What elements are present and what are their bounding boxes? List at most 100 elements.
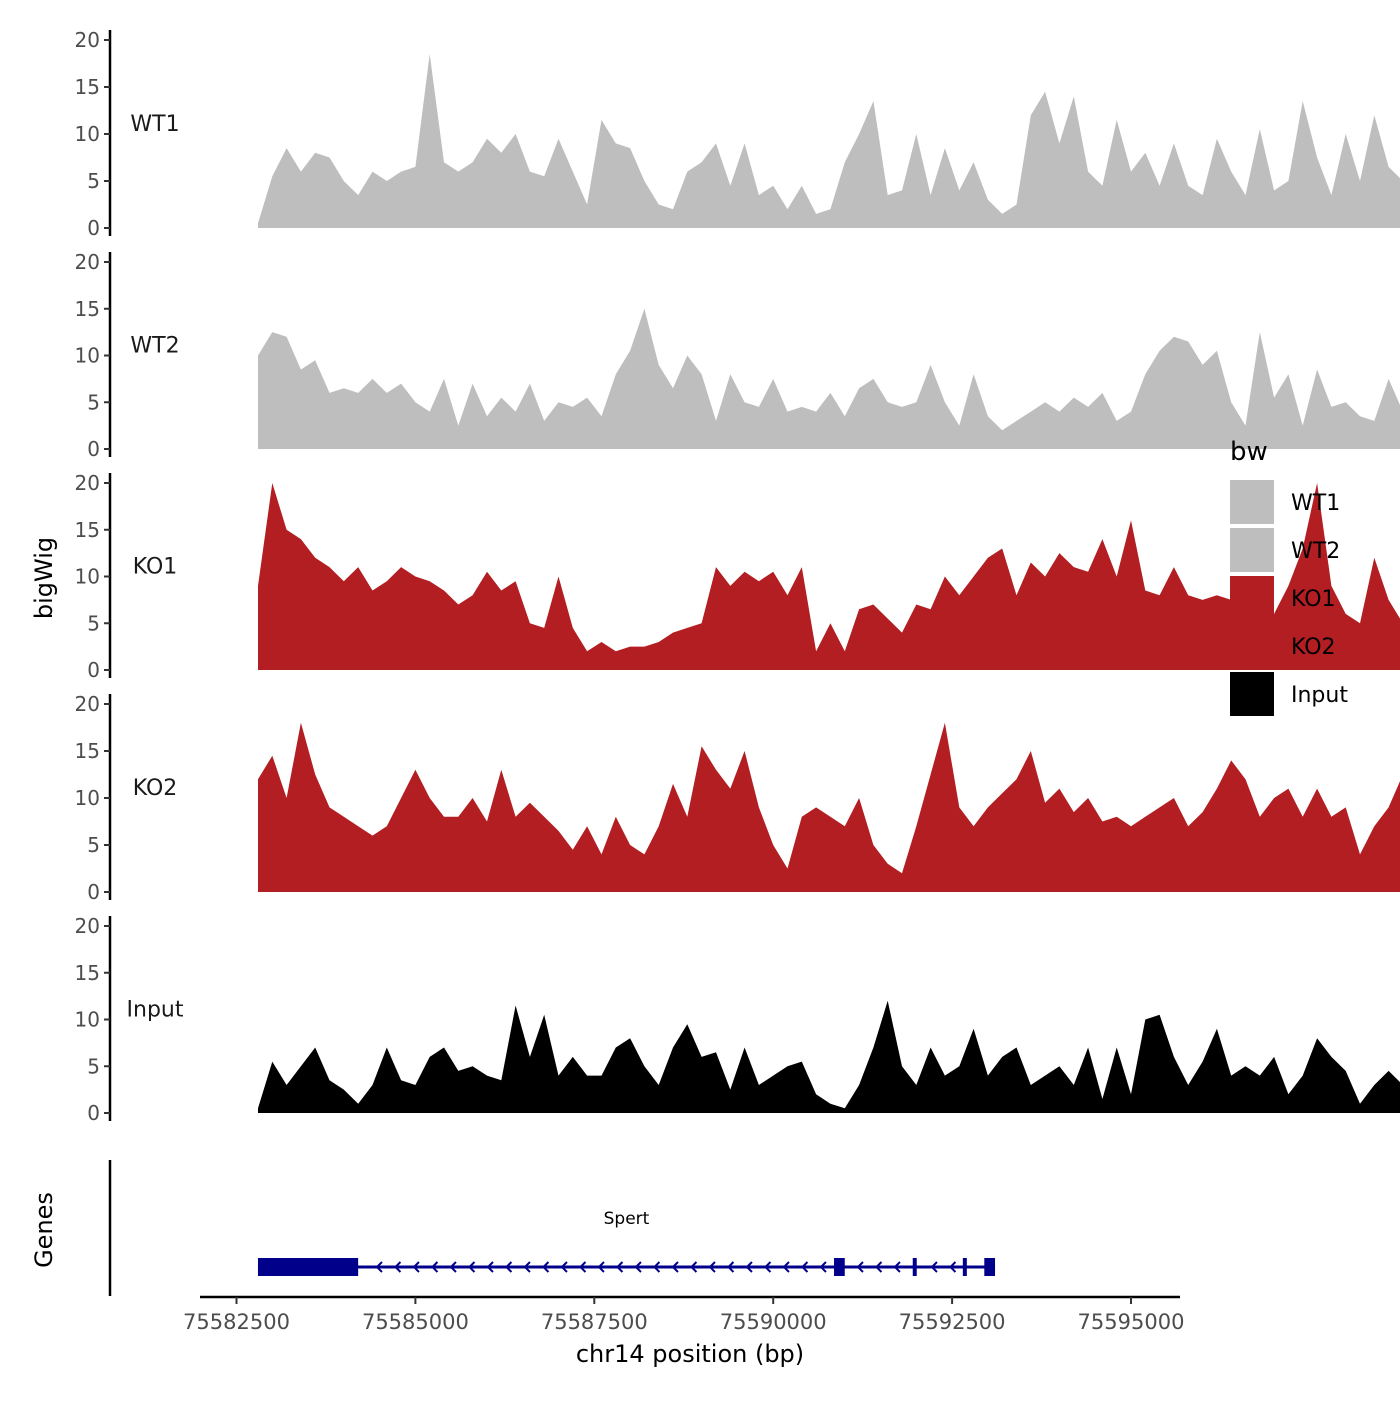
strand-arrow [394, 1261, 402, 1273]
legend-key-input [1230, 672, 1274, 716]
strand-arrow [468, 1261, 476, 1273]
x-tick-label: 75585000 [362, 1310, 469, 1334]
strand-arrow [579, 1261, 587, 1273]
y-tick-label: 5 [87, 611, 100, 635]
series-area-wt1 [258, 54, 1400, 228]
y-tick-label: 0 [87, 437, 100, 461]
track-ko2: 0 5 10 15 20 KO2 [75, 692, 1400, 904]
track-ko1: 0 5 10 15 20 KO1 [75, 471, 1400, 682]
strand-arrow [782, 1261, 790, 1273]
strand-arrow [523, 1261, 531, 1273]
y-tick-label: 20 [75, 471, 100, 495]
strand-arrow [690, 1261, 698, 1273]
legend-label: KO1 [1291, 587, 1336, 612]
legend-key-wt2 [1230, 528, 1274, 572]
strand-arrow [708, 1261, 716, 1273]
gene-exon [984, 1258, 996, 1276]
gene-exon [962, 1258, 967, 1276]
strand-arrow [486, 1261, 494, 1273]
strand-arrow [634, 1261, 642, 1273]
y-tick-label: 0 [87, 658, 100, 682]
y-tick-label: 20 [75, 914, 100, 938]
strand-arrow [449, 1261, 457, 1273]
y-tick-label: 15 [75, 75, 100, 99]
x-tick-label: 75595000 [1078, 1310, 1185, 1334]
strand-arrow [375, 1261, 383, 1273]
track-label: WT1 [130, 112, 179, 137]
track-wt2: 0 5 10 15 20 WT2 [75, 250, 1400, 461]
x-tick-label: 75582500 [183, 1310, 290, 1334]
y-tick-label: 10 [75, 344, 100, 368]
legend-label: Input [1291, 683, 1348, 708]
strand-arrow [819, 1261, 827, 1273]
strand-arrow [875, 1261, 883, 1273]
y-tick-label: 10 [75, 565, 100, 589]
strand-arrow [949, 1261, 957, 1273]
x-tick-label: 75587500 [541, 1310, 648, 1334]
track-label: KO2 [133, 776, 178, 801]
track-panels: 0 5 10 15 20 WT1 0 5 10 15 20 WT2 0 5 10 15 20 KO1 0 5 10 15 2… [75, 28, 1400, 1125]
legend-key-ko2 [1230, 624, 1274, 668]
series-area-ko1 [258, 483, 1400, 670]
genes-panel: Spert [108, 1160, 996, 1296]
gene-name-label: Spert [604, 1209, 650, 1229]
y-tick-label: 15 [75, 739, 100, 763]
y-tick-label: 0 [87, 1101, 100, 1125]
legend-title: bw [1230, 437, 1268, 467]
gene-spert: Spert [257, 1209, 996, 1276]
legend-label: KO2 [1291, 635, 1336, 660]
legend-key-wt1 [1230, 480, 1274, 524]
y-tick-label: 10 [75, 122, 100, 146]
strand-arrow [505, 1261, 513, 1273]
y-tick-label: 5 [87, 1054, 100, 1078]
y-tick-label: 5 [87, 833, 100, 857]
strand-arrow [764, 1261, 772, 1273]
strand-arrow [431, 1261, 439, 1273]
y-tick-label: 15 [75, 297, 100, 321]
track-label: Input [127, 998, 184, 1023]
strand-arrow [560, 1261, 568, 1273]
strand-arrow [801, 1261, 809, 1273]
strand-arrow [745, 1261, 753, 1273]
track-label: KO1 [133, 555, 178, 580]
legend-label: WT2 [1291, 539, 1340, 564]
y-axis-title: bigWig [30, 537, 58, 619]
y-tick-label: 0 [87, 880, 100, 904]
y-tick-label: 20 [75, 250, 100, 274]
legend-label: WT1 [1291, 491, 1340, 516]
y-tick-label: 15 [75, 518, 100, 542]
track-wt1: 0 5 10 15 20 WT1 [75, 28, 1400, 240]
y-tick-label: 10 [75, 786, 100, 810]
strand-arrow [930, 1261, 938, 1273]
strand-arrow [671, 1261, 679, 1273]
track-label: WT2 [130, 334, 179, 359]
series-area-input [258, 1000, 1400, 1113]
y-tick-label: 15 [75, 961, 100, 985]
x-axis-title: chr14 position (bp) [576, 1340, 804, 1368]
y-tick-label: 5 [87, 390, 100, 414]
track-input: 0 5 10 15 20 Input [75, 914, 1400, 1125]
y-tick-label: 10 [75, 1008, 100, 1032]
legend: bw WT1 WT2 KO1 KO2 Input [1230, 437, 1348, 716]
y-tick-label: 20 [75, 28, 100, 52]
strand-arrow [893, 1261, 901, 1273]
gene-exon [257, 1258, 359, 1276]
legend-key-ko1 [1230, 576, 1274, 620]
y-tick-label: 0 [87, 216, 100, 240]
series-area-wt2 [258, 308, 1400, 449]
y-tick-label: 5 [87, 169, 100, 193]
strand-arrow [597, 1261, 605, 1273]
x-axis: 75582500 75585000 75587500 75590000 75592500… [183, 1295, 1185, 1334]
strand-arrow [653, 1261, 661, 1273]
strand-arrow [856, 1261, 864, 1273]
series-area-ko2 [258, 722, 1400, 892]
strand-arrow [727, 1261, 735, 1273]
y-tick-label: 20 [75, 692, 100, 716]
strand-arrow [542, 1261, 550, 1273]
x-tick-label: 75592500 [899, 1310, 1006, 1334]
strand-arrow [616, 1261, 624, 1273]
gene-exon [912, 1258, 917, 1276]
strand-arrow [412, 1261, 420, 1273]
